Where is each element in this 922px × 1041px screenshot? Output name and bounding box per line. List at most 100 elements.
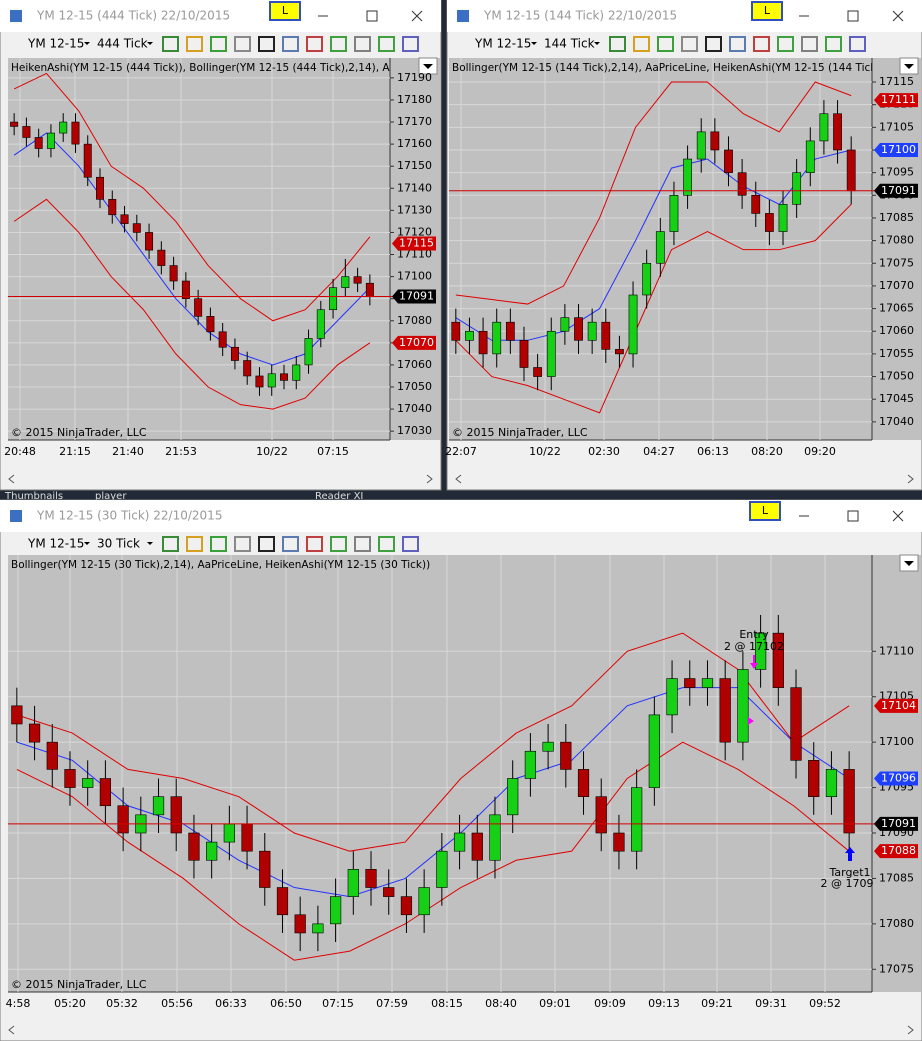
maximize-button[interactable]	[847, 10, 859, 22]
candle-body	[120, 214, 129, 224]
toolbar-button[interactable]	[162, 536, 179, 552]
candle-body	[453, 832, 466, 852]
candle-body	[764, 213, 774, 232]
toolbar-button[interactable]	[210, 36, 227, 52]
toolbar-button[interactable]	[354, 536, 371, 552]
toolbar-button[interactable]	[354, 36, 371, 52]
toolbar-button[interactable]	[705, 36, 722, 52]
candle-body	[792, 172, 802, 205]
instrument-selector[interactable]: YM 12-15	[474, 37, 531, 51]
toolbar-button[interactable]	[402, 36, 419, 52]
candle-body	[28, 723, 41, 743]
window-title: YM 12-15 (144 Tick) 22/10/2015	[483, 9, 677, 23]
scrollbar[interactable]	[448, 470, 921, 488]
candle-body	[696, 131, 706, 160]
y-tick-label: 17085	[879, 871, 914, 884]
x-tick-label: 09:21	[701, 997, 733, 1010]
candle-body	[478, 330, 488, 355]
title-bar	[447, 0, 922, 32]
toolbar-button[interactable]	[282, 36, 299, 52]
close-button[interactable]	[892, 510, 904, 522]
toolbar-button[interactable]	[402, 536, 419, 552]
y-tick-label: 17050	[397, 380, 432, 393]
badge-label: L	[762, 504, 769, 517]
toolbar-button[interactable]	[330, 36, 347, 52]
candle-body	[82, 778, 94, 788]
bollinger-upper	[13, 72, 371, 322]
scrollbar[interactable]	[1, 470, 440, 488]
x-tick-label: 08:20	[751, 445, 783, 458]
toolbar-button[interactable]	[306, 536, 323, 552]
maximize-button[interactable]	[366, 10, 378, 22]
toolbar-button[interactable]	[258, 536, 275, 552]
candle-body	[365, 282, 374, 297]
toolbar-button[interactable]	[777, 36, 794, 52]
period-selector[interactable]: 444 Tick	[97, 37, 148, 51]
y-tick-label: 17085	[879, 211, 914, 224]
candle-body	[259, 850, 271, 888]
scroll-left[interactable]	[8, 1025, 15, 1035]
scroll-right[interactable]	[426, 474, 433, 484]
period-selector[interactable]: 144 Tick	[544, 37, 595, 51]
maximize-button[interactable]	[847, 510, 859, 522]
toolbar-button[interactable]	[849, 36, 866, 52]
copyright: © 2015 NinjaTrader, LLC	[11, 426, 147, 439]
toolbar-button[interactable]	[162, 36, 179, 52]
x-tick-label: 22:07	[445, 445, 477, 458]
instrument-selector[interactable]: YM 12-15	[27, 537, 84, 551]
price-tag	[392, 289, 436, 304]
candle-body	[519, 340, 529, 368]
toolbar-button[interactable]	[186, 536, 203, 552]
toolbar-button[interactable]	[609, 36, 626, 52]
toolbar-button[interactable]	[378, 536, 395, 552]
toolbar-button[interactable]	[753, 36, 770, 52]
order-label: Entry	[739, 628, 769, 641]
x-tick-label: 02:30	[588, 445, 620, 458]
close-button[interactable]	[892, 10, 904, 22]
candle-body	[843, 769, 855, 834]
toolbar-button[interactable]	[186, 36, 203, 52]
candle-body	[46, 741, 58, 770]
candle-body	[117, 805, 129, 834]
scrollbar[interactable]	[1, 1021, 921, 1039]
toolbar-button[interactable]	[306, 36, 323, 52]
candle-body	[312, 923, 324, 934]
toolbar-button[interactable]	[801, 36, 818, 52]
toolbar-button[interactable]	[258, 36, 275, 52]
price-tag-label: 17070	[399, 336, 434, 349]
candle-body	[71, 121, 80, 145]
y-tick-label: 17150	[397, 159, 432, 172]
scroll-left[interactable]	[8, 474, 15, 484]
toolbar-button[interactable]	[282, 536, 299, 552]
y-tick-label: 17075	[879, 962, 914, 975]
toolbar-button[interactable]	[234, 536, 251, 552]
toolbar-button[interactable]	[729, 36, 746, 52]
candle-body	[418, 887, 430, 916]
period-selector[interactable]: 30 Tick	[97, 537, 140, 551]
x-tick-label: 07:15	[317, 445, 349, 458]
candle-body	[719, 678, 731, 743]
toolbar-button[interactable]	[657, 36, 674, 52]
toolbar-button[interactable]	[825, 36, 842, 52]
candle-body	[11, 705, 23, 725]
toolbar-button[interactable]	[330, 536, 347, 552]
candle-body	[615, 349, 624, 355]
instrument-selector[interactable]: YM 12-15	[27, 37, 84, 51]
candle-body	[255, 375, 264, 388]
copyright: © 2015 NinjaTrader, LLC	[11, 978, 147, 991]
toolbar-button[interactable]	[378, 36, 395, 52]
toolbar-button[interactable]	[681, 36, 698, 52]
scroll-right[interactable]	[907, 474, 914, 484]
x-tick-label: 05:20	[54, 997, 86, 1010]
close-button[interactable]	[411, 10, 423, 22]
menu-arrow	[423, 64, 433, 69]
toolbar-button[interactable]	[210, 536, 227, 552]
scroll-right[interactable]	[907, 1025, 914, 1035]
toolbar-button[interactable]	[633, 36, 650, 52]
toolbar-button[interactable]	[234, 36, 251, 52]
candle-body	[383, 887, 395, 897]
scroll-left[interactable]	[455, 474, 462, 484]
y-tick-label: 17030	[397, 424, 432, 437]
desktop-icon-label: Thumbnails	[4, 491, 63, 502]
